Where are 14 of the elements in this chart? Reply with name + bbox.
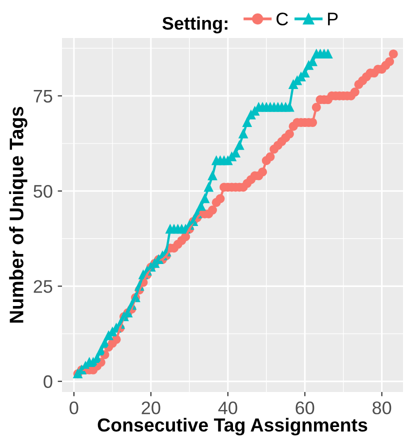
x-tick-label: 20: [142, 402, 160, 414]
x-tick-label: 40: [218, 402, 238, 414]
x-tick-label: 60: [296, 402, 314, 414]
x-tick-label: 80: [372, 402, 392, 414]
y-tick-label: 75: [34, 90, 52, 103]
y-tick-label: 0: [44, 375, 52, 388]
x-tick-label: 0: [70, 402, 78, 414]
x-axis-title: Consecutive Tag Assignments: [98, 418, 368, 436]
y-tick-label: 50: [34, 184, 52, 198]
legend-label: P: [328, 12, 338, 26]
legend-title: Setting:: [162, 16, 228, 34]
legend-label: C: [276, 12, 288, 26]
y-axis-title: Number of Unique Tags: [9, 106, 28, 323]
y-tick-label: 25: [34, 280, 52, 293]
